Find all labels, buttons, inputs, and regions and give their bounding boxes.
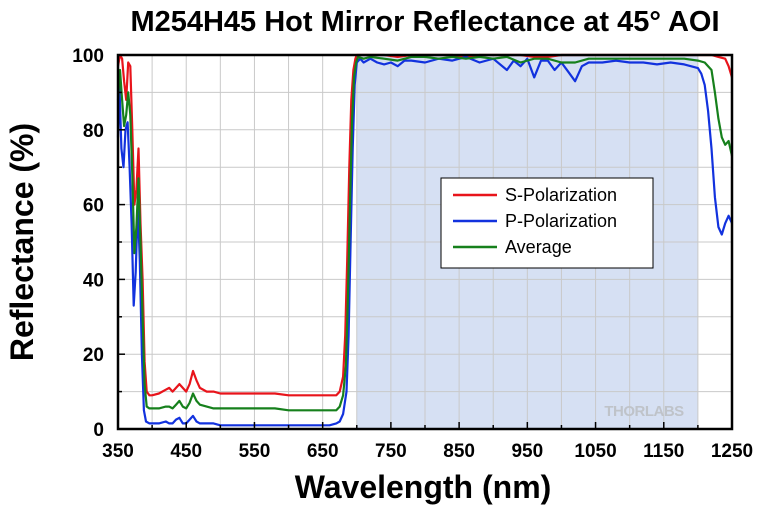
chart-title: M254H45 Hot Mirror Reflectance at 45° AO… [130,6,719,38]
legend-label: S-Polarization [505,185,617,205]
legend-label: P-Polarization [505,211,617,231]
x-tick-label: 350 [102,441,134,462]
y-tick-label: 100 [72,46,104,67]
legend-label: Average [505,237,572,257]
y-tick-label: 20 [83,345,104,366]
y-axis-label: Reflectance (%) [4,123,40,361]
x-tick-label: 1250 [711,441,753,462]
x-tick-label: 550 [239,441,271,462]
x-tick-label: 1150 [643,441,684,462]
x-tick-label: 450 [170,441,202,462]
x-tick-label: 950 [511,441,543,462]
x-tick-label: 850 [443,441,475,462]
x-tick-label: 750 [375,441,407,462]
legend-box [440,177,654,269]
x-tick-label: 650 [307,441,339,462]
y-tick-label: 0 [93,420,104,441]
thorlabs-watermark: THORLABS [604,403,684,420]
y-tick-label: 60 [83,196,104,217]
y-tick-label: 80 [83,121,104,142]
y-tick-label: 40 [83,270,104,291]
series-line-3 [116,55,734,412]
x-axis-label: Wavelength (nm) [295,469,552,505]
x-tick-label: 1050 [574,441,616,462]
